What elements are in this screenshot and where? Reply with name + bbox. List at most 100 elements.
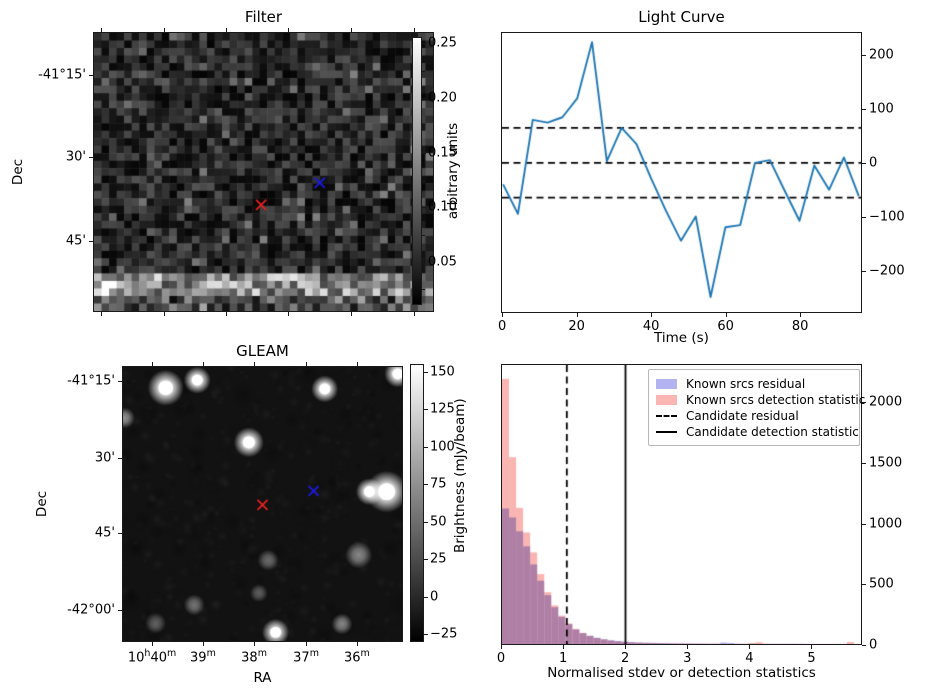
filter-xtick xyxy=(351,312,353,316)
gleam-plot-area xyxy=(122,366,403,642)
light-curve-ytick xyxy=(862,216,866,218)
light-curve-ytick-label: 100 xyxy=(869,101,894,117)
gleam-xtick xyxy=(306,642,308,646)
histogram-ytick xyxy=(862,523,866,525)
gleam-colorbar-tick xyxy=(424,596,428,598)
filter-ytick xyxy=(89,75,93,77)
filter-colorbar-minor-tick xyxy=(422,70,425,72)
light-curve-plot-area xyxy=(501,32,862,313)
filter-colorbar-tick xyxy=(422,153,426,155)
light-curve-ytick xyxy=(862,54,866,56)
filter-ytick-label: 30' xyxy=(65,149,86,165)
histogram-xtick-label: 4 xyxy=(745,651,754,666)
filter-colorbar-minor-tick xyxy=(422,125,425,127)
gleam-ytick xyxy=(118,380,122,382)
gleam-xtick xyxy=(152,642,154,646)
light-curve-xtick xyxy=(576,313,578,317)
light-curve-ytick xyxy=(862,108,866,110)
gleam-colorbar-tick-label: 0 xyxy=(430,589,439,605)
filter-colorbar-tick-label: 0.15 xyxy=(428,145,457,161)
legend-swatch-dashed-line xyxy=(656,415,677,417)
gleam-xtick xyxy=(356,642,358,646)
light-curve-xlabel: Time (s) xyxy=(654,330,709,346)
gleam-colorbar-tick-label: −25 xyxy=(430,626,458,642)
legend-label: Candidate detection statistic xyxy=(686,425,859,439)
legend-swatch-solid-line xyxy=(656,431,677,433)
gleam-ytick xyxy=(118,532,122,534)
filter-xtick xyxy=(100,312,102,316)
light-curve-xtick xyxy=(651,313,653,317)
gleam-ytick xyxy=(118,609,122,611)
gleam-colorbar-tick-label: 125 xyxy=(430,401,455,417)
filter-colorbar-tick-label: 0.05 xyxy=(428,254,457,270)
histogram-ytick xyxy=(862,462,866,464)
filter-plot-area xyxy=(93,32,434,312)
legend-item: Candidate detection statistic xyxy=(656,424,859,440)
gleam-colorbar-tick-label: 50 xyxy=(430,514,447,530)
gleam-colorbar-tick xyxy=(424,484,428,486)
gleam-ytick-label: -41°15' xyxy=(67,373,115,389)
legend-item: Known srcs detection statistic xyxy=(656,392,865,408)
histogram-ytick-label: 500 xyxy=(869,576,894,592)
light-curve-xtick-label: 40 xyxy=(642,319,660,334)
gleam-colorbar-tick xyxy=(424,446,428,448)
gleam-colorbar-tick xyxy=(424,371,428,373)
gleam-xtick xyxy=(202,642,204,646)
gleam-ytick xyxy=(118,457,122,459)
histogram-ytick xyxy=(862,645,866,646)
gleam-xlabel: RA xyxy=(253,670,272,686)
filter-colorbar-minor-tick xyxy=(422,289,425,291)
histogram-xtick xyxy=(687,645,689,649)
light-curve-xtick-label: 0 xyxy=(497,319,507,334)
filter-xtick-top xyxy=(413,28,415,32)
light-curve-xtick-label: 80 xyxy=(791,319,809,334)
filter-ytick xyxy=(89,240,93,242)
gleam-xtick-top xyxy=(356,362,358,366)
gleam-colorbar-tick-label: 75 xyxy=(430,476,447,492)
histogram-xtick-label: 3 xyxy=(683,651,692,666)
gleam-xtick xyxy=(254,642,256,646)
gleam-ytick-label: 45' xyxy=(94,525,115,541)
legend-swatch-pink-patch xyxy=(656,395,677,405)
legend-label: Candidate residual xyxy=(686,409,799,423)
gleam-xtick-top xyxy=(202,362,204,366)
histogram-xtick xyxy=(625,645,627,649)
histogram-xtick xyxy=(563,645,565,649)
filter-xtick xyxy=(288,312,290,316)
filter-ytick xyxy=(89,156,93,158)
histogram-ytick-label: 1000 xyxy=(869,516,903,532)
filter-colorbar-tick xyxy=(422,261,426,263)
light-curve-xtick xyxy=(502,313,504,317)
filter-ytick-label: 45' xyxy=(65,233,86,249)
legend-label: Known srcs detection statistic xyxy=(686,393,866,407)
histogram-xtick xyxy=(501,645,502,649)
gleam-colorbar-label: Brightness (mJy/beam) xyxy=(452,398,468,553)
histogram-xtick-label: 1 xyxy=(558,651,568,666)
histogram-ytick xyxy=(862,584,866,586)
gleam-image xyxy=(123,367,402,641)
light-curve-ytick xyxy=(862,162,866,164)
histogram-legend: Known srcs residual Known srcs detection… xyxy=(648,369,865,446)
histogram-xtick xyxy=(749,645,751,649)
gleam-ytick-label: -42°00' xyxy=(67,602,115,618)
gleam-xtick-label: 37m xyxy=(293,648,319,666)
filter-ytick-label: -41°15' xyxy=(38,67,86,83)
gleam-xtick-label: 38m xyxy=(241,648,267,666)
gleam-colorbar-tick-label: 150 xyxy=(430,364,455,379)
gleam-colorbar-tick xyxy=(424,521,428,523)
filter-colorbar-minor-tick xyxy=(422,234,425,236)
histogram-ytick-label: 2000 xyxy=(869,394,903,410)
histogram-xtick xyxy=(811,645,813,649)
filter-colorbar xyxy=(412,37,422,305)
histogram-xtick-label: 0 xyxy=(496,651,506,666)
filter-ylabel: Dec xyxy=(10,158,26,186)
histogram-ytick xyxy=(862,402,866,404)
histogram-plot-area: Known srcs residual Known srcs detection… xyxy=(501,364,865,645)
light-curve-line-chart xyxy=(502,33,861,312)
gleam-ylabel: Dec xyxy=(34,490,50,518)
gleam-colorbar xyxy=(410,364,424,642)
legend-item: Known srcs residual xyxy=(656,376,851,392)
light-curve-xtick xyxy=(800,313,802,317)
light-curve-xtick-label: 60 xyxy=(717,319,734,334)
legend-item: Candidate residual xyxy=(656,408,851,424)
